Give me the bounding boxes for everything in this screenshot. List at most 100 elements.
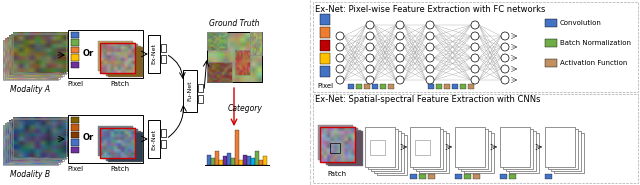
Bar bbox=[545, 59, 557, 67]
Text: Or: Or bbox=[83, 134, 93, 142]
Bar bbox=[313, 94, 638, 183]
Bar bbox=[235, 50, 250, 75]
Bar bbox=[207, 32, 227, 50]
Bar bbox=[545, 174, 552, 179]
Bar bbox=[9, 120, 64, 161]
Text: Patch: Patch bbox=[111, 166, 129, 172]
Text: Category: Category bbox=[228, 104, 262, 113]
Bar bbox=[263, 156, 266, 165]
Bar bbox=[380, 84, 386, 89]
Circle shape bbox=[396, 76, 404, 84]
Text: Ex-Net: Ex-Net bbox=[152, 129, 157, 149]
Bar bbox=[464, 133, 494, 173]
Bar bbox=[227, 153, 230, 165]
Bar bbox=[71, 46, 79, 53]
Bar bbox=[103, 129, 138, 159]
Bar bbox=[320, 66, 330, 77]
Bar bbox=[108, 47, 143, 77]
Circle shape bbox=[396, 65, 404, 73]
Circle shape bbox=[366, 76, 374, 84]
Circle shape bbox=[336, 65, 344, 73]
Circle shape bbox=[471, 76, 479, 84]
Bar bbox=[473, 174, 480, 179]
Bar bbox=[376, 144, 391, 159]
Bar bbox=[379, 146, 394, 161]
Bar bbox=[509, 133, 539, 173]
Bar bbox=[223, 156, 227, 165]
Bar bbox=[98, 126, 133, 156]
Bar bbox=[247, 156, 250, 165]
Circle shape bbox=[366, 32, 374, 40]
Bar bbox=[464, 174, 471, 179]
Bar bbox=[313, 2, 638, 92]
Circle shape bbox=[471, 43, 479, 51]
Bar bbox=[207, 62, 232, 82]
Circle shape bbox=[501, 54, 509, 62]
Bar bbox=[106, 46, 141, 75]
Bar bbox=[3, 40, 58, 80]
Circle shape bbox=[471, 54, 479, 62]
Bar bbox=[374, 133, 404, 173]
Circle shape bbox=[501, 32, 509, 40]
Bar bbox=[318, 125, 353, 160]
Bar bbox=[415, 140, 430, 155]
Bar bbox=[100, 127, 136, 157]
Bar bbox=[460, 84, 466, 89]
Bar bbox=[421, 144, 436, 159]
Bar bbox=[506, 131, 536, 171]
Bar bbox=[100, 43, 135, 73]
Text: Pixel: Pixel bbox=[67, 81, 83, 87]
Bar bbox=[7, 122, 62, 162]
Bar bbox=[368, 129, 398, 169]
Bar bbox=[416, 131, 446, 171]
Bar bbox=[455, 127, 485, 167]
Text: Convolution: Convolution bbox=[560, 20, 602, 26]
Bar bbox=[372, 84, 378, 89]
Bar bbox=[382, 148, 397, 163]
Bar bbox=[418, 142, 433, 157]
Bar bbox=[161, 44, 166, 52]
Circle shape bbox=[426, 43, 434, 51]
Bar bbox=[198, 84, 203, 92]
Bar bbox=[424, 146, 439, 161]
Bar bbox=[235, 130, 239, 165]
Bar bbox=[250, 32, 262, 55]
Text: Modality B: Modality B bbox=[10, 170, 50, 179]
Bar bbox=[148, 120, 160, 158]
Circle shape bbox=[396, 54, 404, 62]
Bar bbox=[554, 133, 584, 173]
Text: Pixel: Pixel bbox=[317, 83, 333, 89]
Bar bbox=[545, 39, 557, 47]
Bar bbox=[320, 27, 330, 38]
Bar bbox=[348, 84, 354, 89]
Circle shape bbox=[426, 32, 434, 40]
Circle shape bbox=[396, 21, 404, 29]
Bar bbox=[326, 130, 360, 164]
Text: Patch: Patch bbox=[111, 81, 129, 87]
Bar bbox=[100, 128, 135, 158]
Bar bbox=[11, 34, 66, 74]
Bar bbox=[428, 84, 434, 89]
Bar bbox=[71, 139, 79, 145]
Text: Activation Function: Activation Function bbox=[560, 60, 627, 66]
Text: Ex-Net: Pixel-wise Feature Extraction with FC networks: Ex-Net: Pixel-wise Feature Extraction wi… bbox=[315, 5, 545, 14]
Circle shape bbox=[336, 54, 344, 62]
Circle shape bbox=[396, 32, 404, 40]
Bar bbox=[68, 30, 143, 78]
Bar bbox=[207, 154, 211, 165]
Text: Ground Truth: Ground Truth bbox=[209, 19, 259, 28]
Circle shape bbox=[336, 43, 344, 51]
Bar bbox=[468, 84, 474, 89]
Bar bbox=[377, 135, 407, 175]
Circle shape bbox=[426, 65, 434, 73]
Circle shape bbox=[471, 32, 479, 40]
Bar bbox=[364, 84, 370, 89]
Bar bbox=[371, 131, 401, 171]
Circle shape bbox=[366, 43, 374, 51]
Bar bbox=[98, 41, 133, 71]
Bar bbox=[71, 39, 79, 46]
Bar bbox=[410, 174, 417, 179]
Bar bbox=[410, 127, 440, 167]
Text: Pixel: Pixel bbox=[67, 166, 83, 172]
Bar bbox=[320, 40, 330, 51]
